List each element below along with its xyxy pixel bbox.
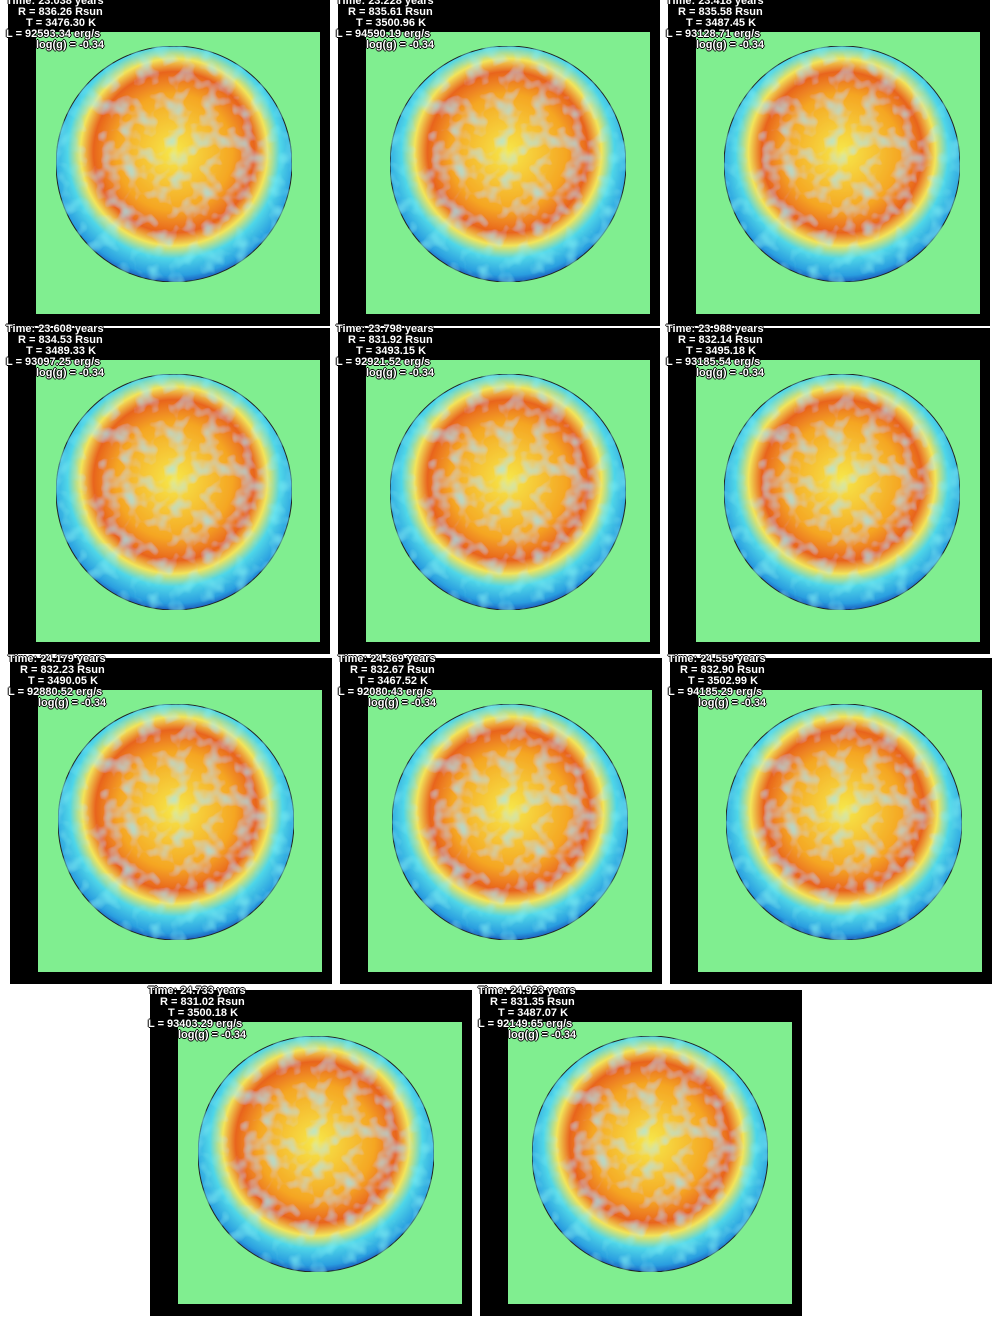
background — [696, 360, 980, 642]
label-gravity: log(g) = -0.34 — [336, 368, 434, 379]
snapshot-label: Time: 24.559 yearsR = 832.90 RsunT = 350… — [668, 654, 766, 709]
label-gravity: log(g) = -0.34 — [478, 1030, 576, 1041]
background — [698, 690, 982, 972]
star-disk — [56, 374, 292, 610]
star-image — [698, 690, 982, 972]
background — [368, 690, 652, 972]
label-gravity: log(g) = -0.34 — [666, 368, 764, 379]
star-image — [696, 32, 980, 314]
star-disk — [532, 1036, 768, 1272]
snapshot-panel: Time: 23.798 yearsR = 831.92 RsunT = 349… — [338, 328, 660, 654]
star-image — [508, 1022, 792, 1304]
star-image — [696, 360, 980, 642]
star-disk — [726, 704, 962, 940]
star-disk — [56, 46, 292, 282]
background — [36, 360, 320, 642]
background — [366, 360, 650, 642]
background — [178, 1022, 462, 1304]
star-disk — [724, 374, 960, 610]
star-image — [368, 690, 652, 972]
star-image — [36, 360, 320, 642]
background — [366, 32, 650, 314]
label-gravity: log(g) = -0.34 — [6, 40, 104, 51]
star-disk — [392, 704, 628, 940]
star-disk — [390, 46, 626, 282]
label-gravity: log(g) = -0.34 — [8, 698, 106, 709]
star-disk — [58, 704, 294, 940]
star-disk — [198, 1036, 434, 1272]
background — [508, 1022, 792, 1304]
star-disk — [724, 46, 960, 282]
label-gravity: log(g) = -0.34 — [666, 40, 764, 51]
label-gravity: log(g) = -0.34 — [6, 368, 104, 379]
snapshot-panel: Time: 24.179 yearsR = 832.23 RsunT = 349… — [10, 658, 332, 984]
background — [38, 690, 322, 972]
star-image — [38, 690, 322, 972]
label-gravity: log(g) = -0.34 — [336, 40, 434, 51]
star-image — [366, 360, 650, 642]
star-image — [178, 1022, 462, 1304]
star-disk — [390, 374, 626, 610]
star-image — [36, 32, 320, 314]
label-gravity: log(g) = -0.34 — [148, 1030, 246, 1041]
star-image — [366, 32, 650, 314]
figure: Time: 23.038 yearsR = 836.26 RsunT = 347… — [0, 0, 1000, 1318]
background — [696, 32, 980, 314]
background — [36, 32, 320, 314]
label-gravity: log(g) = -0.34 — [668, 698, 766, 709]
label-gravity: log(g) = -0.34 — [338, 698, 436, 709]
